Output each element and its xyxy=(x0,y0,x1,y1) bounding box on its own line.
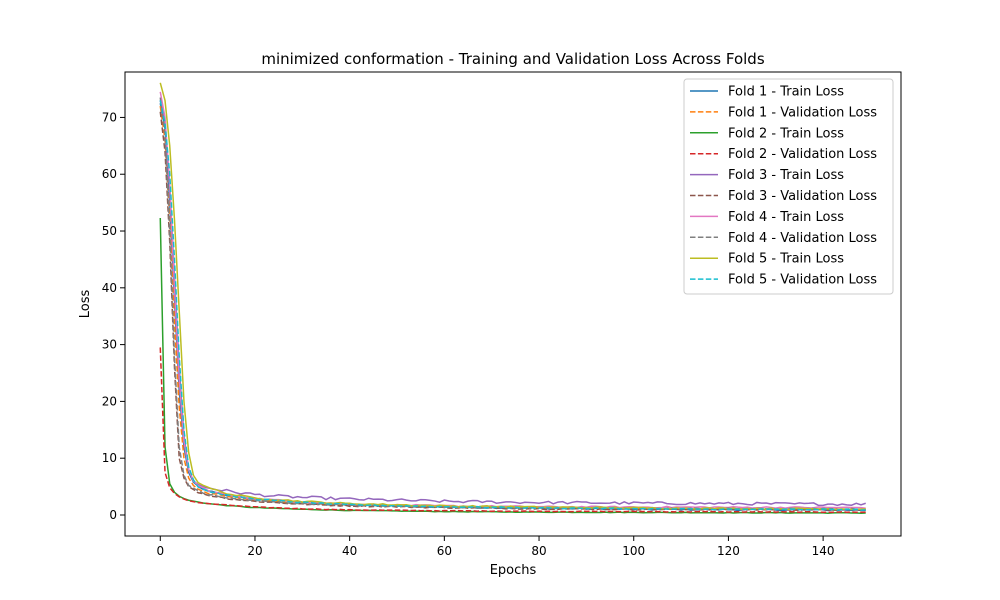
y-tick-label: 20 xyxy=(102,394,117,408)
legend-label: Fold 4 - Train Loss xyxy=(728,210,844,225)
y-tick-label: 40 xyxy=(102,281,117,295)
legend-label: Fold 1 - Validation Loss xyxy=(728,105,877,120)
series-line-fold-6 xyxy=(159,111,866,512)
x-tick-label: 120 xyxy=(717,544,740,558)
x-axis-ticks: 0 20 40 60 80 100 120 140 xyxy=(156,536,835,558)
y-axis-label: Loss xyxy=(78,290,93,319)
series-lines xyxy=(159,82,866,514)
series-line-fold-4 xyxy=(159,347,866,514)
legend-label: Fold 1 - Train Loss xyxy=(728,85,844,100)
x-axis-label: Epochs xyxy=(490,563,537,578)
y-tick-label: 50 xyxy=(102,224,117,238)
y-tick-label: 70 xyxy=(102,110,117,124)
x-tick-label: 80 xyxy=(531,544,546,558)
legend-label: Fold 3 - Validation Loss xyxy=(728,189,877,204)
legend-label: Fold 2 - Train Loss xyxy=(728,126,844,141)
axes-frame xyxy=(124,71,902,537)
x-tick-label: 40 xyxy=(342,544,357,558)
legend-label: Fold 3 - Train Loss xyxy=(728,168,844,183)
series-line-fold-5 xyxy=(159,100,866,507)
x-tick-label: 0 xyxy=(156,544,164,558)
y-tick-label: 60 xyxy=(102,167,117,181)
legend-box xyxy=(683,78,894,295)
y-tick-label: 10 xyxy=(102,451,117,465)
legend-label: Fold 5 - Validation Loss xyxy=(728,273,877,288)
x-tick-label: 60 xyxy=(437,544,452,558)
legend-label: Fold 2 - Validation Loss xyxy=(728,147,877,162)
legend: Fold 1 - Train Loss Fold 1 - Validation L… xyxy=(683,78,894,295)
legend-label: Fold 4 - Validation Loss xyxy=(728,231,877,246)
series-line-fold-8 xyxy=(159,97,866,511)
x-tick-label: 100 xyxy=(622,544,645,558)
y-tick-label: 30 xyxy=(102,338,117,352)
chart-title: minimized conformation - Training and Va… xyxy=(261,50,764,68)
y-axis-ticks: 0 10 20 30 40 50 60 70 xyxy=(102,110,125,522)
x-tick-label: 140 xyxy=(812,544,835,558)
series-line-fold-9 xyxy=(159,82,866,511)
x-tick-label: 20 xyxy=(247,544,262,558)
legend-label: Fold 5 - Train Loss xyxy=(728,252,844,267)
y-tick-label: 0 xyxy=(109,508,117,522)
